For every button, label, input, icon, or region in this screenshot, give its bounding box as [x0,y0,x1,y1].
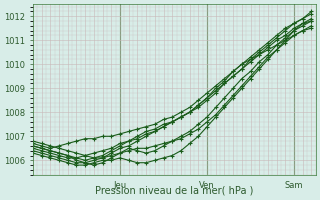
Text: Ven: Ven [199,181,215,190]
Text: Jeu: Jeu [113,181,126,190]
Text: Sam: Sam [285,181,303,190]
X-axis label: Pression niveau de la mer( hPa ): Pression niveau de la mer( hPa ) [95,186,253,196]
